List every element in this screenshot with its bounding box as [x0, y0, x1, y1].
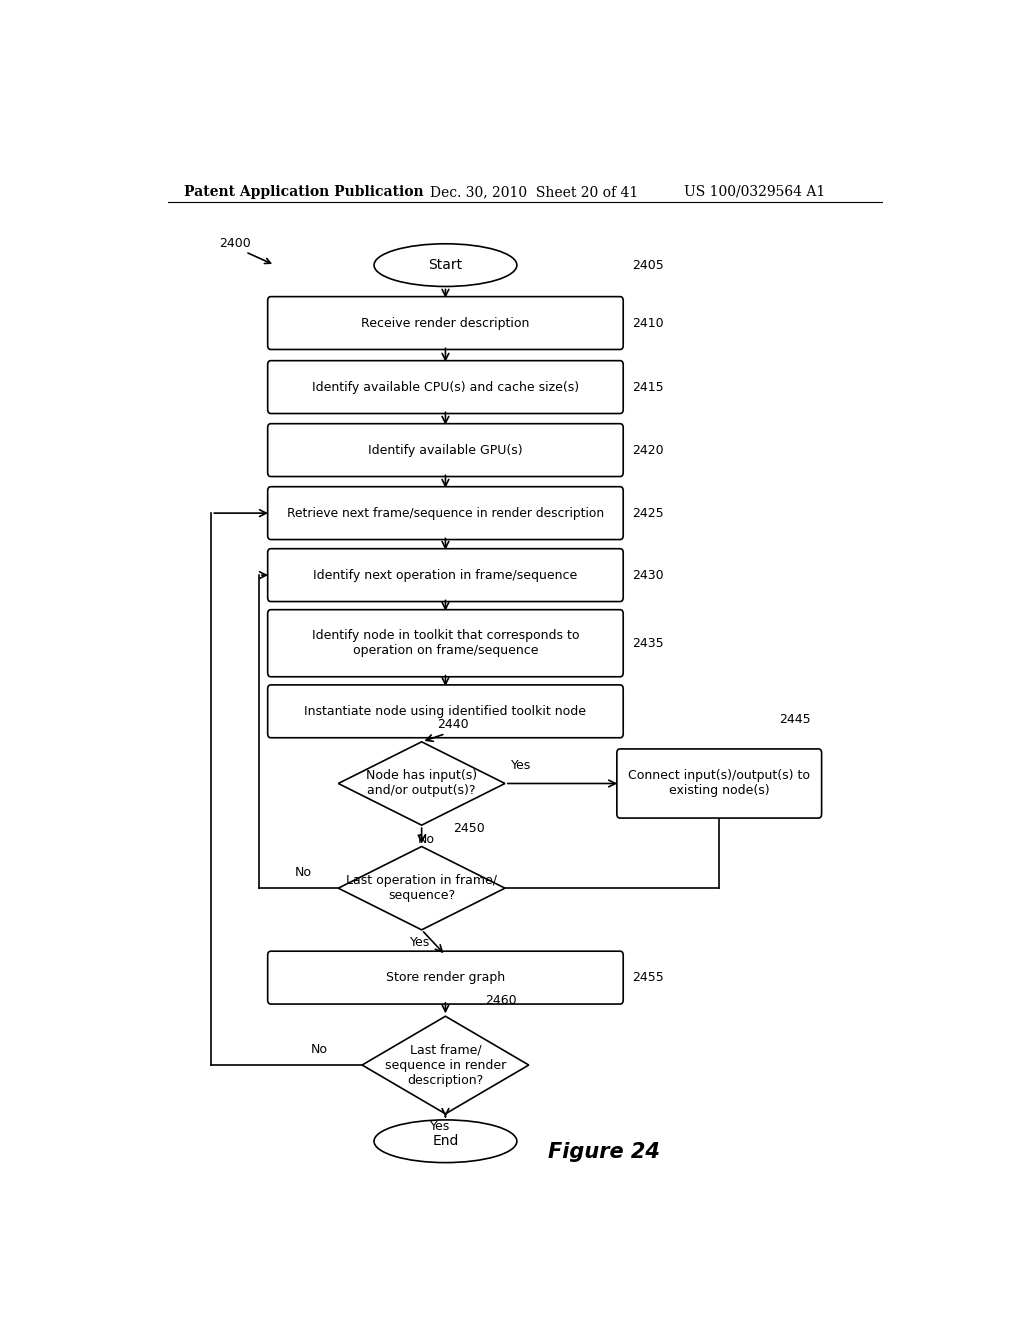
FancyBboxPatch shape: [267, 610, 624, 677]
FancyBboxPatch shape: [267, 685, 624, 738]
FancyBboxPatch shape: [267, 360, 624, 413]
Text: Identify available CPU(s) and cache size(s): Identify available CPU(s) and cache size…: [312, 380, 579, 393]
FancyBboxPatch shape: [267, 424, 624, 477]
Text: 2455: 2455: [632, 972, 664, 985]
Text: Identify available GPU(s): Identify available GPU(s): [368, 444, 523, 457]
FancyBboxPatch shape: [267, 549, 624, 602]
Text: No: No: [295, 866, 311, 879]
Text: 2410: 2410: [632, 317, 664, 330]
Text: No: No: [310, 1043, 328, 1056]
Text: No: No: [418, 833, 434, 846]
Text: Figure 24: Figure 24: [548, 1142, 660, 1163]
Text: US 100/0329564 A1: US 100/0329564 A1: [684, 185, 824, 199]
Text: Yes: Yes: [511, 759, 531, 772]
Text: 2425: 2425: [632, 507, 664, 520]
Text: Retrieve next frame/sequence in render description: Retrieve next frame/sequence in render d…: [287, 507, 604, 520]
Text: Last frame/
sequence in render
description?: Last frame/ sequence in render descripti…: [385, 1044, 506, 1086]
Text: Yes: Yes: [430, 1121, 450, 1133]
Text: Node has input(s)
and/or output(s)?: Node has input(s) and/or output(s)?: [366, 770, 477, 797]
Text: 2400: 2400: [219, 236, 251, 249]
Text: 2445: 2445: [779, 713, 811, 726]
Text: 2415: 2415: [632, 380, 664, 393]
FancyBboxPatch shape: [267, 487, 624, 540]
Text: 2430: 2430: [632, 569, 664, 582]
Text: Store render graph: Store render graph: [386, 972, 505, 985]
Text: Last operation in frame/
sequence?: Last operation in frame/ sequence?: [346, 874, 497, 902]
Text: 2405: 2405: [632, 259, 664, 272]
Ellipse shape: [374, 1119, 517, 1163]
Text: Connect input(s)/output(s) to
existing node(s): Connect input(s)/output(s) to existing n…: [629, 770, 810, 797]
Text: End: End: [432, 1134, 459, 1148]
Text: 2440: 2440: [437, 718, 469, 730]
Text: 2420: 2420: [632, 444, 664, 457]
Text: Instantiate node using identified toolkit node: Instantiate node using identified toolki…: [304, 705, 587, 718]
Text: 2435: 2435: [632, 636, 664, 649]
Ellipse shape: [374, 244, 517, 286]
Text: Yes: Yes: [410, 936, 430, 949]
Polygon shape: [362, 1016, 528, 1114]
Text: Dec. 30, 2010  Sheet 20 of 41: Dec. 30, 2010 Sheet 20 of 41: [430, 185, 638, 199]
Polygon shape: [338, 846, 505, 929]
FancyBboxPatch shape: [267, 297, 624, 350]
Text: Patent Application Publication: Patent Application Publication: [183, 185, 423, 199]
Text: Receive render description: Receive render description: [361, 317, 529, 330]
FancyBboxPatch shape: [267, 952, 624, 1005]
Text: Identify next operation in frame/sequence: Identify next operation in frame/sequenc…: [313, 569, 578, 582]
Text: Start: Start: [428, 259, 463, 272]
Polygon shape: [338, 742, 505, 825]
Text: 2450: 2450: [454, 822, 485, 836]
FancyBboxPatch shape: [616, 748, 821, 818]
Text: 2460: 2460: [485, 994, 517, 1007]
Text: Identify node in toolkit that corresponds to
operation on frame/sequence: Identify node in toolkit that correspond…: [311, 630, 580, 657]
